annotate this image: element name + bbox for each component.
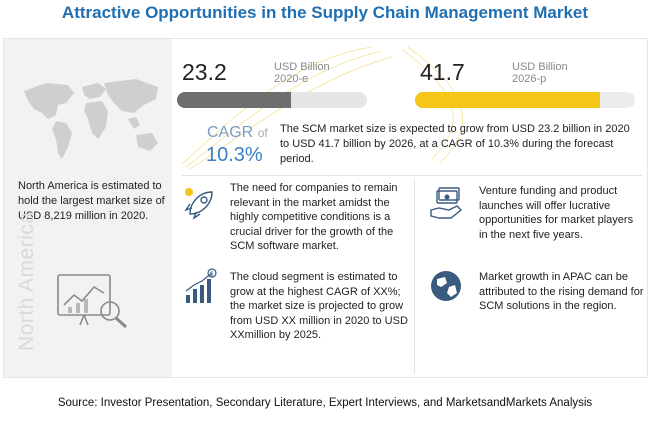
year-2026-label: 2026-p	[512, 73, 547, 85]
unit-2020-label: USD Billion	[274, 61, 330, 73]
region-description: North America is estimated to hold the l…	[18, 180, 165, 222]
insight-4: Market growth in APAC can be attributed …	[479, 271, 644, 312]
year-2020-label: 2020-e	[274, 73, 309, 85]
cagr-label: CAGR of	[207, 124, 268, 142]
insight-2: The cloud segment is estimated to grow a…	[230, 271, 408, 341]
world-map-icon	[24, 79, 158, 159]
insight-1: The need for companies to remain relevan…	[230, 182, 398, 252]
bar-2026-fill	[415, 92, 600, 108]
unit-2026: USD Billion 2026-p	[512, 61, 568, 85]
funding-icon	[430, 187, 463, 219]
vertical-divider	[414, 179, 415, 374]
region-vertical-label: North America	[15, 211, 38, 351]
horizontal-divider	[182, 175, 642, 176]
value-2020: 23.2	[182, 59, 227, 85]
unit-2020: USD Billion 2020-e	[274, 61, 330, 85]
insight-3: Venture funding and product launches wil…	[479, 185, 634, 241]
unit-2026-label: USD Billion	[512, 61, 568, 73]
globe-icon	[431, 271, 461, 301]
bar-2020	[177, 92, 367, 108]
cloud-growth-icon: $	[185, 268, 217, 303]
analytics-chart-icon	[57, 274, 128, 329]
left-column: North America is estimated to hold the l…	[4, 39, 174, 379]
rocket-icon	[184, 188, 213, 220]
value-2026: 41.7	[420, 59, 465, 85]
cagr-value: 10.3%	[206, 144, 263, 166]
infographic-panel: North America is estimated to hold the l…	[3, 38, 648, 378]
bar-2026	[415, 92, 635, 108]
cagr-label-text: CAGR	[207, 124, 254, 141]
bar-2020-fill	[177, 92, 291, 108]
source-note: Source: Investor Presentation, Secondary…	[57, 397, 593, 409]
cagr-description: The SCM market size is expected to grow …	[280, 123, 630, 165]
cagr-of-text: of	[257, 126, 268, 140]
page-title: Attractive Opportunities in the Supply C…	[61, 3, 589, 22]
svg-text:$: $	[210, 272, 214, 278]
right-content: 23.2 USD Billion 2020-e 41.7 USD Billion…	[172, 39, 647, 377]
